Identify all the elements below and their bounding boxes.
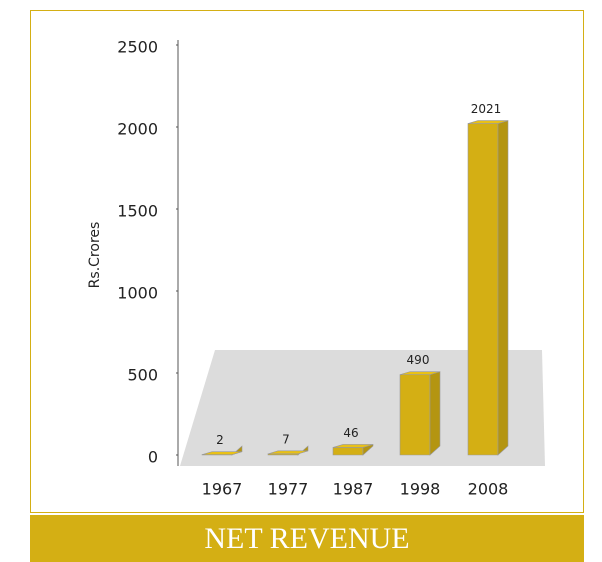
- x-tick-label: 2008: [468, 480, 509, 499]
- y-tick-label: 1000: [117, 284, 158, 303]
- bar: [467, 120, 509, 456]
- y-tick-label: 0: [148, 448, 158, 467]
- title-band: [30, 515, 584, 562]
- bar-front: [399, 374, 431, 456]
- y-tick-label: 2000: [117, 120, 158, 139]
- x-tick-label: 1967: [202, 480, 243, 499]
- bar-top: [267, 450, 309, 455]
- y-tick-label: 2500: [117, 38, 158, 57]
- bar-side: [497, 120, 509, 456]
- bar-top: [332, 444, 374, 448]
- bar-top: [201, 451, 243, 455]
- bar-front: [467, 123, 499, 456]
- bar: [332, 444, 374, 456]
- chart-title: NET REVENUE: [204, 522, 409, 555]
- y-tick-label: 500: [127, 366, 158, 385]
- value-label: 7: [282, 432, 290, 446]
- y-axis-label: Rs.Crores: [87, 222, 103, 289]
- bar: [201, 445, 243, 456]
- value-label: 46: [343, 426, 358, 440]
- x-tick-label: 1987: [333, 480, 374, 499]
- floor: [180, 350, 545, 466]
- value-label: 2: [216, 433, 224, 447]
- value-label: 2021: [471, 102, 502, 116]
- bar-side: [429, 371, 441, 456]
- bar: [399, 371, 441, 456]
- bar-front: [332, 447, 364, 456]
- bar-top: [467, 120, 509, 124]
- y-tick-label: 1500: [117, 202, 158, 221]
- value-label: 490: [407, 353, 430, 367]
- x-tick-label: 1977: [268, 480, 309, 499]
- bar-top: [399, 371, 441, 375]
- x-tick-label: 1998: [400, 480, 441, 499]
- bar: [267, 445, 309, 456]
